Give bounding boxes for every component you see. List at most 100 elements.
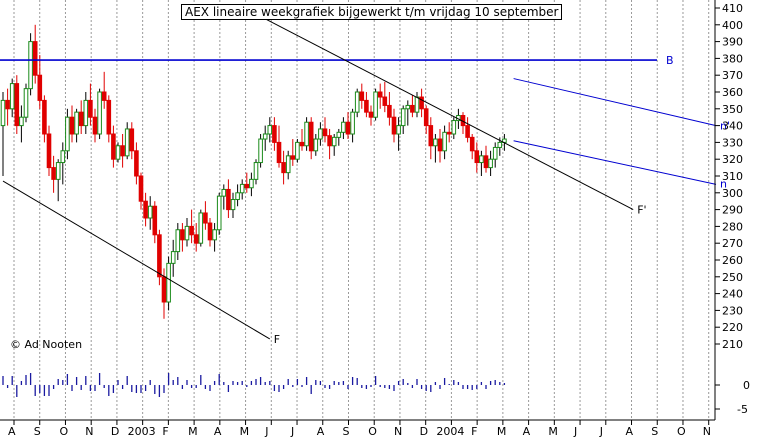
candle-body <box>5 99 10 110</box>
candle-body <box>437 138 443 152</box>
trendline-label: F' <box>637 204 646 217</box>
candle-body <box>308 121 314 152</box>
x-tick-label: S <box>34 425 41 437</box>
candle-body <box>391 116 397 135</box>
trendline-label: F <box>274 333 280 346</box>
candle-body <box>428 125 434 147</box>
candle-body <box>46 133 52 169</box>
trendlines: B F F' n' n <box>0 15 730 346</box>
y-tick-label: 230 <box>722 304 743 317</box>
x-tick-label: S <box>342 425 349 437</box>
candle-body <box>14 83 20 127</box>
x-tick-label: J <box>290 425 294 437</box>
x-axis: A S O N D 2003 F M A M J J A S O N D 2004 F M A M J J A S O N <box>0 419 715 437</box>
candle-body <box>474 150 480 164</box>
candle-body <box>414 96 420 113</box>
x-tick-label: D <box>111 425 119 437</box>
y-tick-label: 370 <box>722 69 743 82</box>
x-tick-label: M <box>240 425 250 437</box>
candle-body <box>267 125 273 135</box>
y-axis: 410 400 390 380 370 360 350 340 330 320 310 300 290 2… <box>714 0 750 420</box>
x-tick-label: M <box>497 425 507 437</box>
y-tick-label: 390 <box>722 36 743 49</box>
candle-body <box>313 138 319 152</box>
x-tick-label: J <box>599 425 603 437</box>
candle-body <box>327 135 332 147</box>
candle-body <box>262 133 268 140</box>
candle-body <box>19 116 24 127</box>
candle-body <box>106 99 112 135</box>
candle-body <box>170 251 176 264</box>
x-tick-label: M <box>548 425 558 437</box>
candle-body <box>226 188 231 211</box>
candle-body <box>55 162 61 180</box>
candle-body <box>138 175 144 202</box>
candle-body <box>281 162 286 174</box>
candles <box>0 24 507 319</box>
candle-body <box>28 41 33 90</box>
candle-body <box>492 146 498 160</box>
y-tick-label: 260 <box>722 254 743 267</box>
candle-body <box>354 91 360 113</box>
trendline-F' <box>260 15 634 211</box>
candle-body <box>88 99 93 118</box>
x-tick-label: 2003 <box>128 425 156 437</box>
y-tick-label: 400 <box>722 19 743 32</box>
candle-body <box>212 229 217 241</box>
x-tick-label: 2004 <box>436 425 464 437</box>
candle-body <box>207 222 213 241</box>
candle-body <box>345 121 351 135</box>
y-tick-label: 210 <box>722 338 743 351</box>
candle-body <box>331 136 337 147</box>
x-tick-label: F <box>162 425 168 437</box>
y-tick-label: 240 <box>722 288 743 301</box>
candle-body <box>299 141 305 147</box>
candle-body <box>396 125 401 135</box>
candle-body <box>368 111 374 118</box>
candle-body <box>239 183 245 194</box>
candle-body <box>469 136 475 152</box>
candle-body <box>175 229 181 253</box>
candle-body <box>184 225 190 241</box>
y-tick-label: 300 <box>722 187 743 200</box>
grid-lines <box>13 0 710 420</box>
candle-body <box>143 200 148 219</box>
x-tick-label: A <box>626 425 634 437</box>
y-tick-label: 410 <box>722 2 743 15</box>
candle-body <box>318 128 323 140</box>
x-tick-label: M <box>188 425 198 437</box>
candle-body <box>451 120 457 135</box>
candle-body <box>483 155 489 169</box>
y-tick-label: 340 <box>722 120 743 133</box>
x-tick-label: S <box>651 425 658 437</box>
candle-body <box>410 104 415 113</box>
y-tick-label: 250 <box>722 271 743 284</box>
candle-body <box>115 145 121 160</box>
x-tick-label: A <box>8 425 16 437</box>
candle-body <box>42 99 47 135</box>
chart-title: AEX lineaire weekgrafiek bijgewerkt t/m … <box>181 4 563 20</box>
candle-body <box>341 121 346 133</box>
candle-body <box>74 111 79 135</box>
candle-body <box>120 145 125 157</box>
candle-body <box>147 205 153 219</box>
candle-body <box>423 108 429 127</box>
y-tick-label: 360 <box>722 86 743 99</box>
candle-body <box>442 131 447 152</box>
candle-body <box>60 150 66 164</box>
candle-body <box>157 234 162 278</box>
x-tick-label: J <box>573 425 577 437</box>
candle-body <box>92 116 98 135</box>
candle-body <box>37 74 43 101</box>
trendline-n' <box>513 78 717 127</box>
y-tick-label: 310 <box>722 170 743 183</box>
candle-body <box>322 128 328 137</box>
volume-bars <box>2 373 506 397</box>
candle-body <box>253 162 259 180</box>
x-tick-label: A <box>317 425 325 437</box>
candle-body <box>290 155 296 160</box>
candle-body <box>9 83 15 110</box>
x-tick-label: O <box>677 425 686 437</box>
credit-text: © Ad Nooten <box>10 338 83 351</box>
y-tick-label: 270 <box>722 237 743 250</box>
